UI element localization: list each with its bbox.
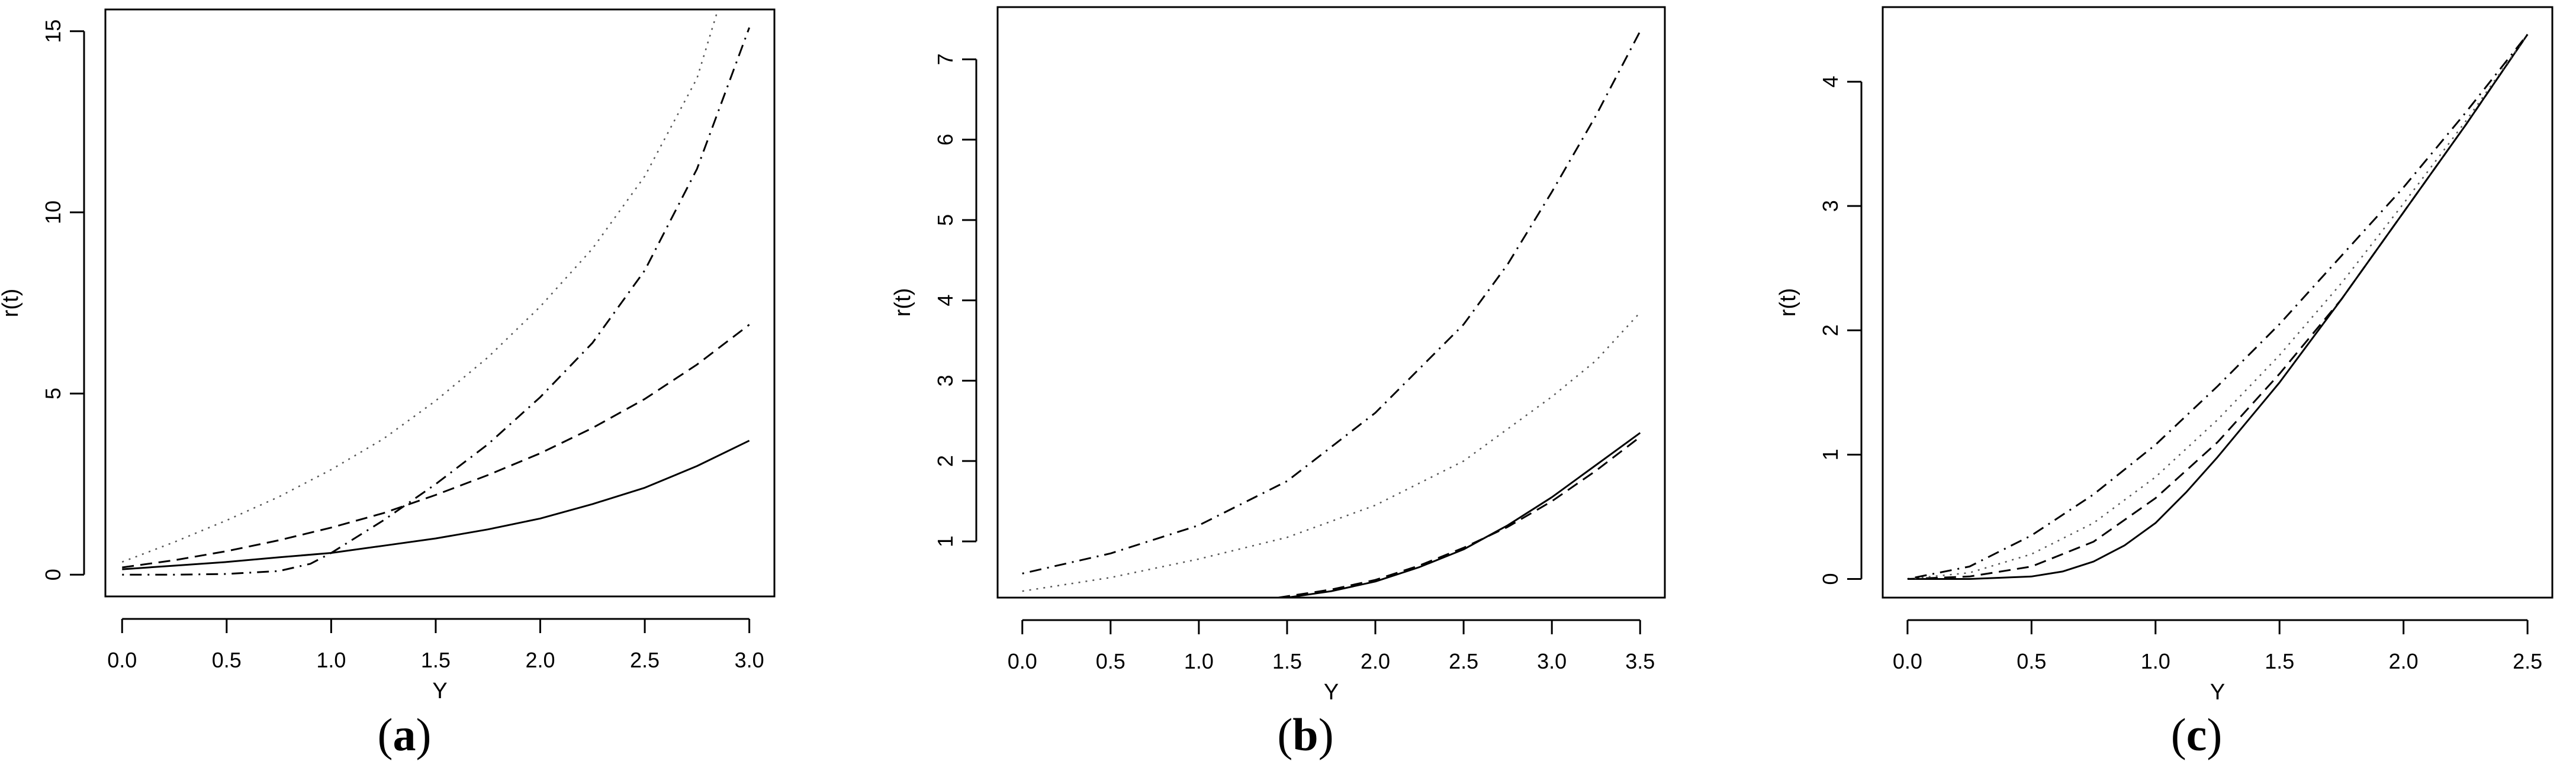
x-axis-label: Y	[1324, 680, 1339, 705]
plot-frame	[1882, 6, 2554, 599]
caption-b: (b)	[1277, 709, 1333, 760]
y-tick-label: 1	[933, 535, 957, 547]
y-tick-label: 5	[933, 214, 957, 226]
x-tick-label: 2.5	[630, 648, 660, 672]
y-tick-label: 5	[41, 388, 65, 399]
y-tick-label: 3	[933, 375, 957, 386]
y-tick-label: 1	[1818, 449, 1842, 460]
x-tick-label: 3.5	[1625, 649, 1655, 673]
y-axis-label: r(t)	[890, 288, 915, 317]
series-line-dotted	[1022, 312, 1641, 592]
panel-a: 0.0 0.5 1.0 1.5 2.0 2.5 3.0 0 5 10 15 Yr(t) (a)	[0, 8, 776, 760]
x-tick-label: 1.5	[1272, 649, 1302, 673]
x-tick-label: 2.5	[2513, 649, 2542, 673]
y-tick-label: 4	[933, 295, 957, 306]
x-tick-label: 0.5	[1096, 649, 1125, 673]
x-tick-label: 0.5	[212, 648, 242, 672]
series-line-dotdash	[1907, 34, 2529, 580]
series-line-dotted	[121, 9, 719, 563]
x-tick-label: 0.0	[107, 648, 137, 672]
caption-a: (a)	[378, 709, 432, 760]
x-tick-label: 3.0	[735, 648, 764, 672]
y-tick-label: 0	[41, 569, 65, 580]
series-line-solid	[1907, 34, 2529, 580]
y-tick-label: 4	[1818, 76, 1842, 88]
x-tick-label: 1.0	[1184, 649, 1214, 673]
plot-marks: 0.0 0.5 1.0 1.5 2.0 2.5 0 1 2 3 4 Yr(t)	[1776, 34, 2542, 705]
plot-marks: 0.0 0.5 1.0 1.5 2.0 2.5 3.0 3.5 1 2 3 4 5 6 7 Yr(t)	[890, 31, 1655, 705]
plot-frame	[104, 8, 776, 598]
x-axis-label: Y	[2210, 680, 2225, 705]
x-tick-label: 2.5	[1449, 649, 1478, 673]
x-tick-label: 2.0	[1361, 649, 1390, 673]
y-tick-label: 15	[41, 20, 65, 43]
x-tick-label: 1.5	[2265, 649, 2294, 673]
y-tick-label: 2	[1818, 324, 1842, 336]
plot-marks: 0.0 0.5 1.0 1.5 2.0 2.5 3.0 0 5 10 15 Yr(t)	[0, 9, 764, 704]
y-tick-label: 10	[41, 201, 65, 224]
x-tick-label: 0.5	[2017, 649, 2046, 673]
x-tick-label: 0.0	[1893, 649, 1922, 673]
y-tick-label: 2	[933, 455, 957, 467]
y-axis-label: r(t)	[0, 289, 23, 318]
x-axis-label: Y	[432, 679, 447, 704]
y-tick-label: 0	[1818, 573, 1842, 585]
x-tick-label: 3.0	[1537, 649, 1567, 673]
x-tick-label: 1.0	[2141, 649, 2170, 673]
series-line-solid	[1287, 432, 1641, 598]
plot-frame	[996, 6, 1666, 599]
x-tick-label: 2.0	[2389, 649, 2419, 673]
caption-c: (c)	[2171, 709, 2223, 760]
x-tick-label: 2.0	[525, 648, 555, 672]
series-line-dotted	[1907, 34, 2529, 580]
x-tick-label: 1.0	[316, 648, 346, 672]
y-axis-label: r(t)	[1776, 288, 1800, 317]
series-line-dashed	[1907, 34, 2529, 580]
series-line-solid	[122, 440, 750, 570]
series-line-dotdash	[1022, 31, 1641, 575]
y-tick-label: 7	[933, 53, 957, 65]
panel-c: 0.0 0.5 1.0 1.5 2.0 2.5 0 1 2 3 4 Yr(t) (c)	[1776, 6, 2554, 760]
y-tick-label: 6	[933, 134, 957, 146]
x-tick-label: 1.5	[421, 648, 451, 672]
series-line-dotdash	[122, 27, 751, 576]
panel-b: 0.0 0.5 1.0 1.5 2.0 2.5 3.0 3.5 1 2 3 4 5 6 7 Yr(t) (b)	[890, 6, 1666, 760]
series-line-dashed	[1278, 436, 1641, 598]
series-line-dashed	[122, 324, 750, 569]
x-tick-label: 0.0	[1008, 649, 1037, 673]
y-tick-label: 3	[1818, 200, 1842, 212]
